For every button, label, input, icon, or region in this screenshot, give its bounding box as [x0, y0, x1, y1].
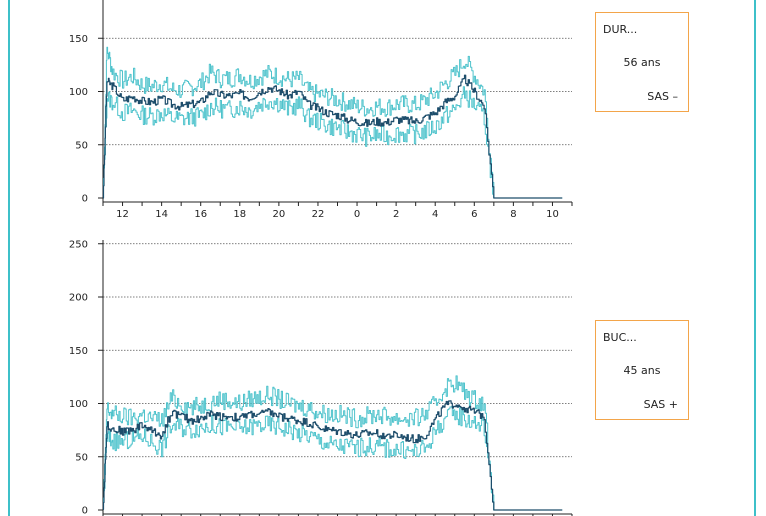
- y-tick-label: 150: [69, 34, 88, 45]
- y-tick-label: 50: [75, 140, 88, 151]
- sas-status: SAS –: [647, 90, 678, 103]
- y-tick-label: 100: [69, 399, 88, 410]
- patient-age: 45 ans: [623, 364, 661, 377]
- x-tick-label: 22: [312, 209, 325, 220]
- y-tick-label: 100: [69, 87, 88, 98]
- series-median-line: [102, 400, 563, 511]
- x-tick-label: 6: [471, 209, 477, 220]
- patient-name: DUR...: [603, 23, 638, 36]
- y-tick-label: 0: [82, 194, 88, 205]
- x-tick-label: 2: [393, 209, 399, 220]
- page-frame-left: [8, 0, 10, 516]
- x-tick-label: 4: [432, 209, 438, 220]
- x-tick-label: 0: [354, 209, 360, 220]
- y-tick-label: 150: [69, 346, 88, 357]
- x-tick-label: 10: [546, 209, 559, 220]
- x-tick-label: 14: [155, 209, 168, 220]
- sas-status: SAS +: [643, 398, 678, 411]
- x-tick-label: 8: [510, 209, 516, 220]
- y-tick-label: 0: [82, 506, 88, 516]
- patient-age: 56 ans: [623, 56, 661, 69]
- y-tick-label: 250: [69, 239, 88, 250]
- y-tick-label: 50: [75, 452, 88, 463]
- patient-info-box-top: DUR... 56 ans SAS –: [595, 12, 689, 112]
- patient-info-box-bottom: BUC... 45 ans SAS +: [595, 320, 689, 420]
- chart-bottom: 0 50 100 150 200 250: [69, 239, 573, 516]
- chart-top: 0 50 100 150 12 14 16 18 20 22 0 2 4 6 8 10: [69, 0, 573, 220]
- x-tick-label: 18: [233, 209, 246, 220]
- series-lower-line: [103, 86, 563, 199]
- series-median-line: [102, 74, 563, 199]
- x-tick-label: 20: [273, 209, 286, 220]
- x-tick-label: 12: [116, 209, 129, 220]
- y-tick-label: 200: [69, 293, 88, 304]
- patient-name: BUC...: [603, 331, 637, 344]
- series-upper-line: [103, 375, 563, 511]
- series-lower-line: [103, 406, 563, 511]
- x-tick-label: 16: [194, 209, 207, 220]
- series-upper-line: [103, 46, 563, 199]
- page-frame-right: [754, 0, 756, 516]
